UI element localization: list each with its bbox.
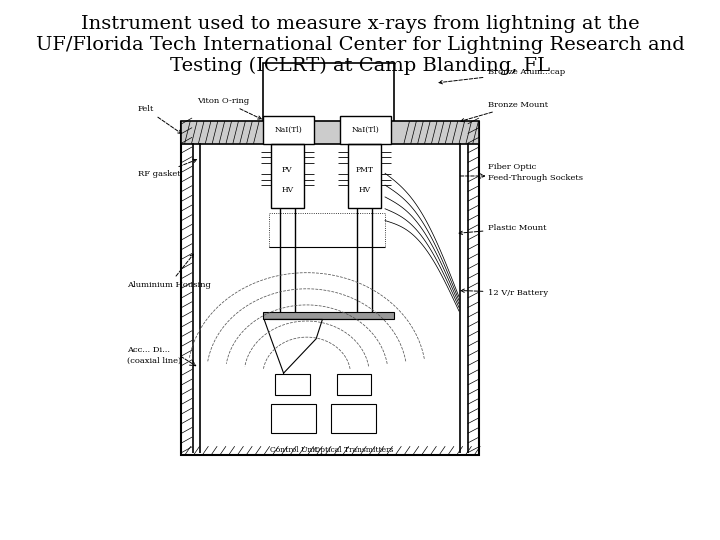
Text: Feed-Through Sockets: Feed-Through Sockets	[488, 174, 583, 182]
Bar	[340, 116, 392, 144]
Text: Viton O-ring: Viton O-ring	[197, 97, 261, 119]
Text: Optical Transmitters: Optical Transmitters	[314, 446, 394, 454]
Text: PV: PV	[282, 166, 292, 173]
Bar	[263, 63, 395, 122]
Bar	[276, 374, 310, 395]
Bar	[271, 404, 316, 433]
Text: PMT: PMT	[356, 166, 374, 173]
Bar	[269, 213, 385, 247]
Bar	[348, 144, 381, 208]
Text: Control Unit: Control Unit	[270, 446, 318, 454]
Text: Felt: Felt	[138, 105, 181, 133]
Bar	[337, 374, 372, 395]
Text: HV: HV	[282, 186, 293, 194]
Bar	[271, 144, 304, 208]
Text: HV: HV	[359, 186, 371, 194]
Text: NaI(Tl): NaI(Tl)	[352, 126, 379, 134]
Bar	[181, 122, 479, 455]
Text: Bronze Mount: Bronze Mount	[461, 100, 549, 122]
Text: Plastic Mount: Plastic Mount	[459, 224, 547, 234]
Text: (coaxial line): (coaxial line)	[127, 356, 181, 365]
Text: Acc... Di...: Acc... Di...	[127, 346, 170, 354]
Bar	[331, 404, 377, 433]
Text: Instrument used to measure x-rays from lightning at the
UF/Florida Tech Internat: Instrument used to measure x-rays from l…	[35, 15, 685, 75]
Bar	[181, 121, 479, 144]
Text: RF gasket: RF gasket	[138, 159, 197, 178]
Text: Fiber Optic: Fiber Optic	[488, 163, 536, 171]
Text: Aluminium Housing: Aluminium Housing	[127, 254, 211, 289]
Text: 12 V/r Battery: 12 V/r Battery	[461, 288, 549, 296]
Text: Bronze Alum...cap: Bronze Alum...cap	[439, 68, 565, 84]
Bar	[263, 116, 314, 144]
Bar	[263, 313, 395, 320]
Text: NaI(Tl): NaI(Tl)	[275, 126, 302, 134]
